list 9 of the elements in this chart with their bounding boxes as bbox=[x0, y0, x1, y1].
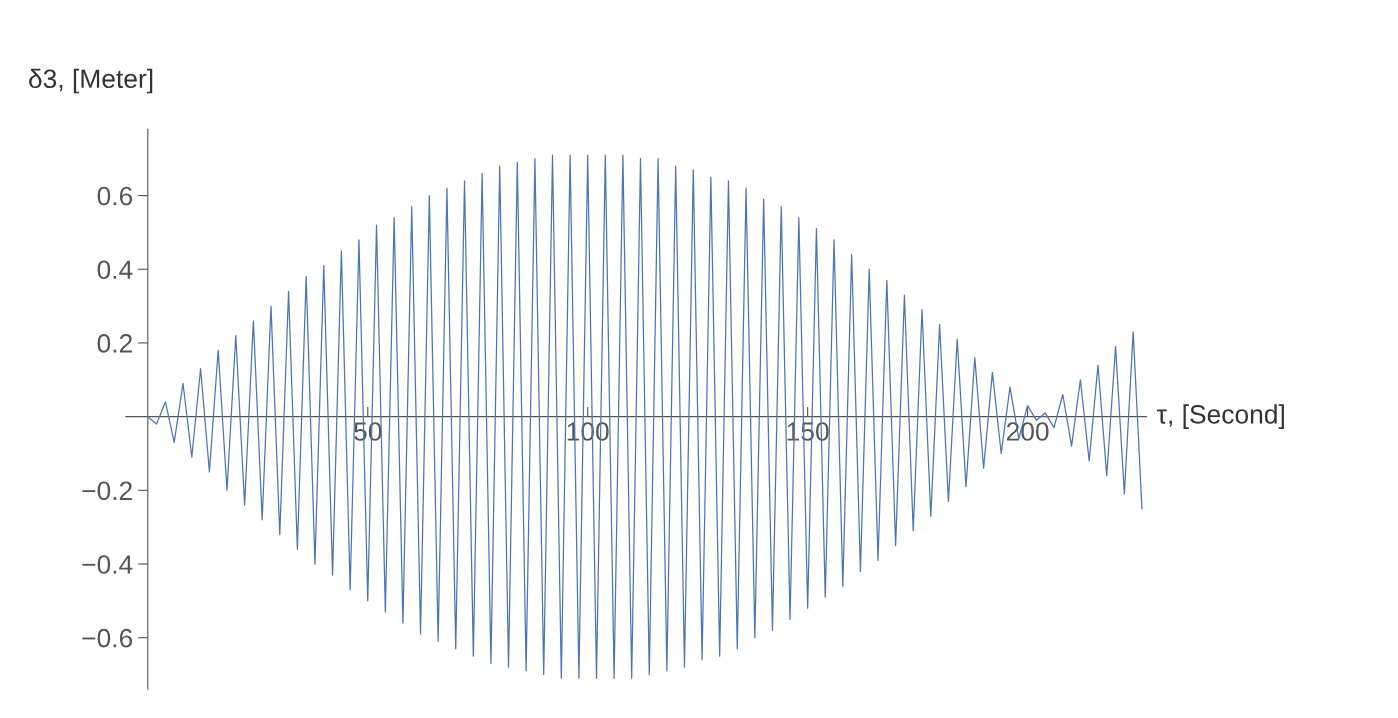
y-axis-title: δ3, [Meter] bbox=[29, 68, 153, 94]
line-series bbox=[147, 154, 1143, 679]
y-tick-label: −0.6 bbox=[82, 628, 133, 648]
x-axis-title: τ, [Second] bbox=[1156, 404, 1284, 429]
y-tick-label: 0.2 bbox=[97, 334, 132, 353]
y-tick-label: −0.4 bbox=[82, 555, 133, 574]
y-tick-label: 0.6 bbox=[97, 186, 133, 206]
y-tick-label: 0.4 bbox=[97, 260, 133, 280]
y-tick-label: −0.2 bbox=[82, 481, 132, 501]
